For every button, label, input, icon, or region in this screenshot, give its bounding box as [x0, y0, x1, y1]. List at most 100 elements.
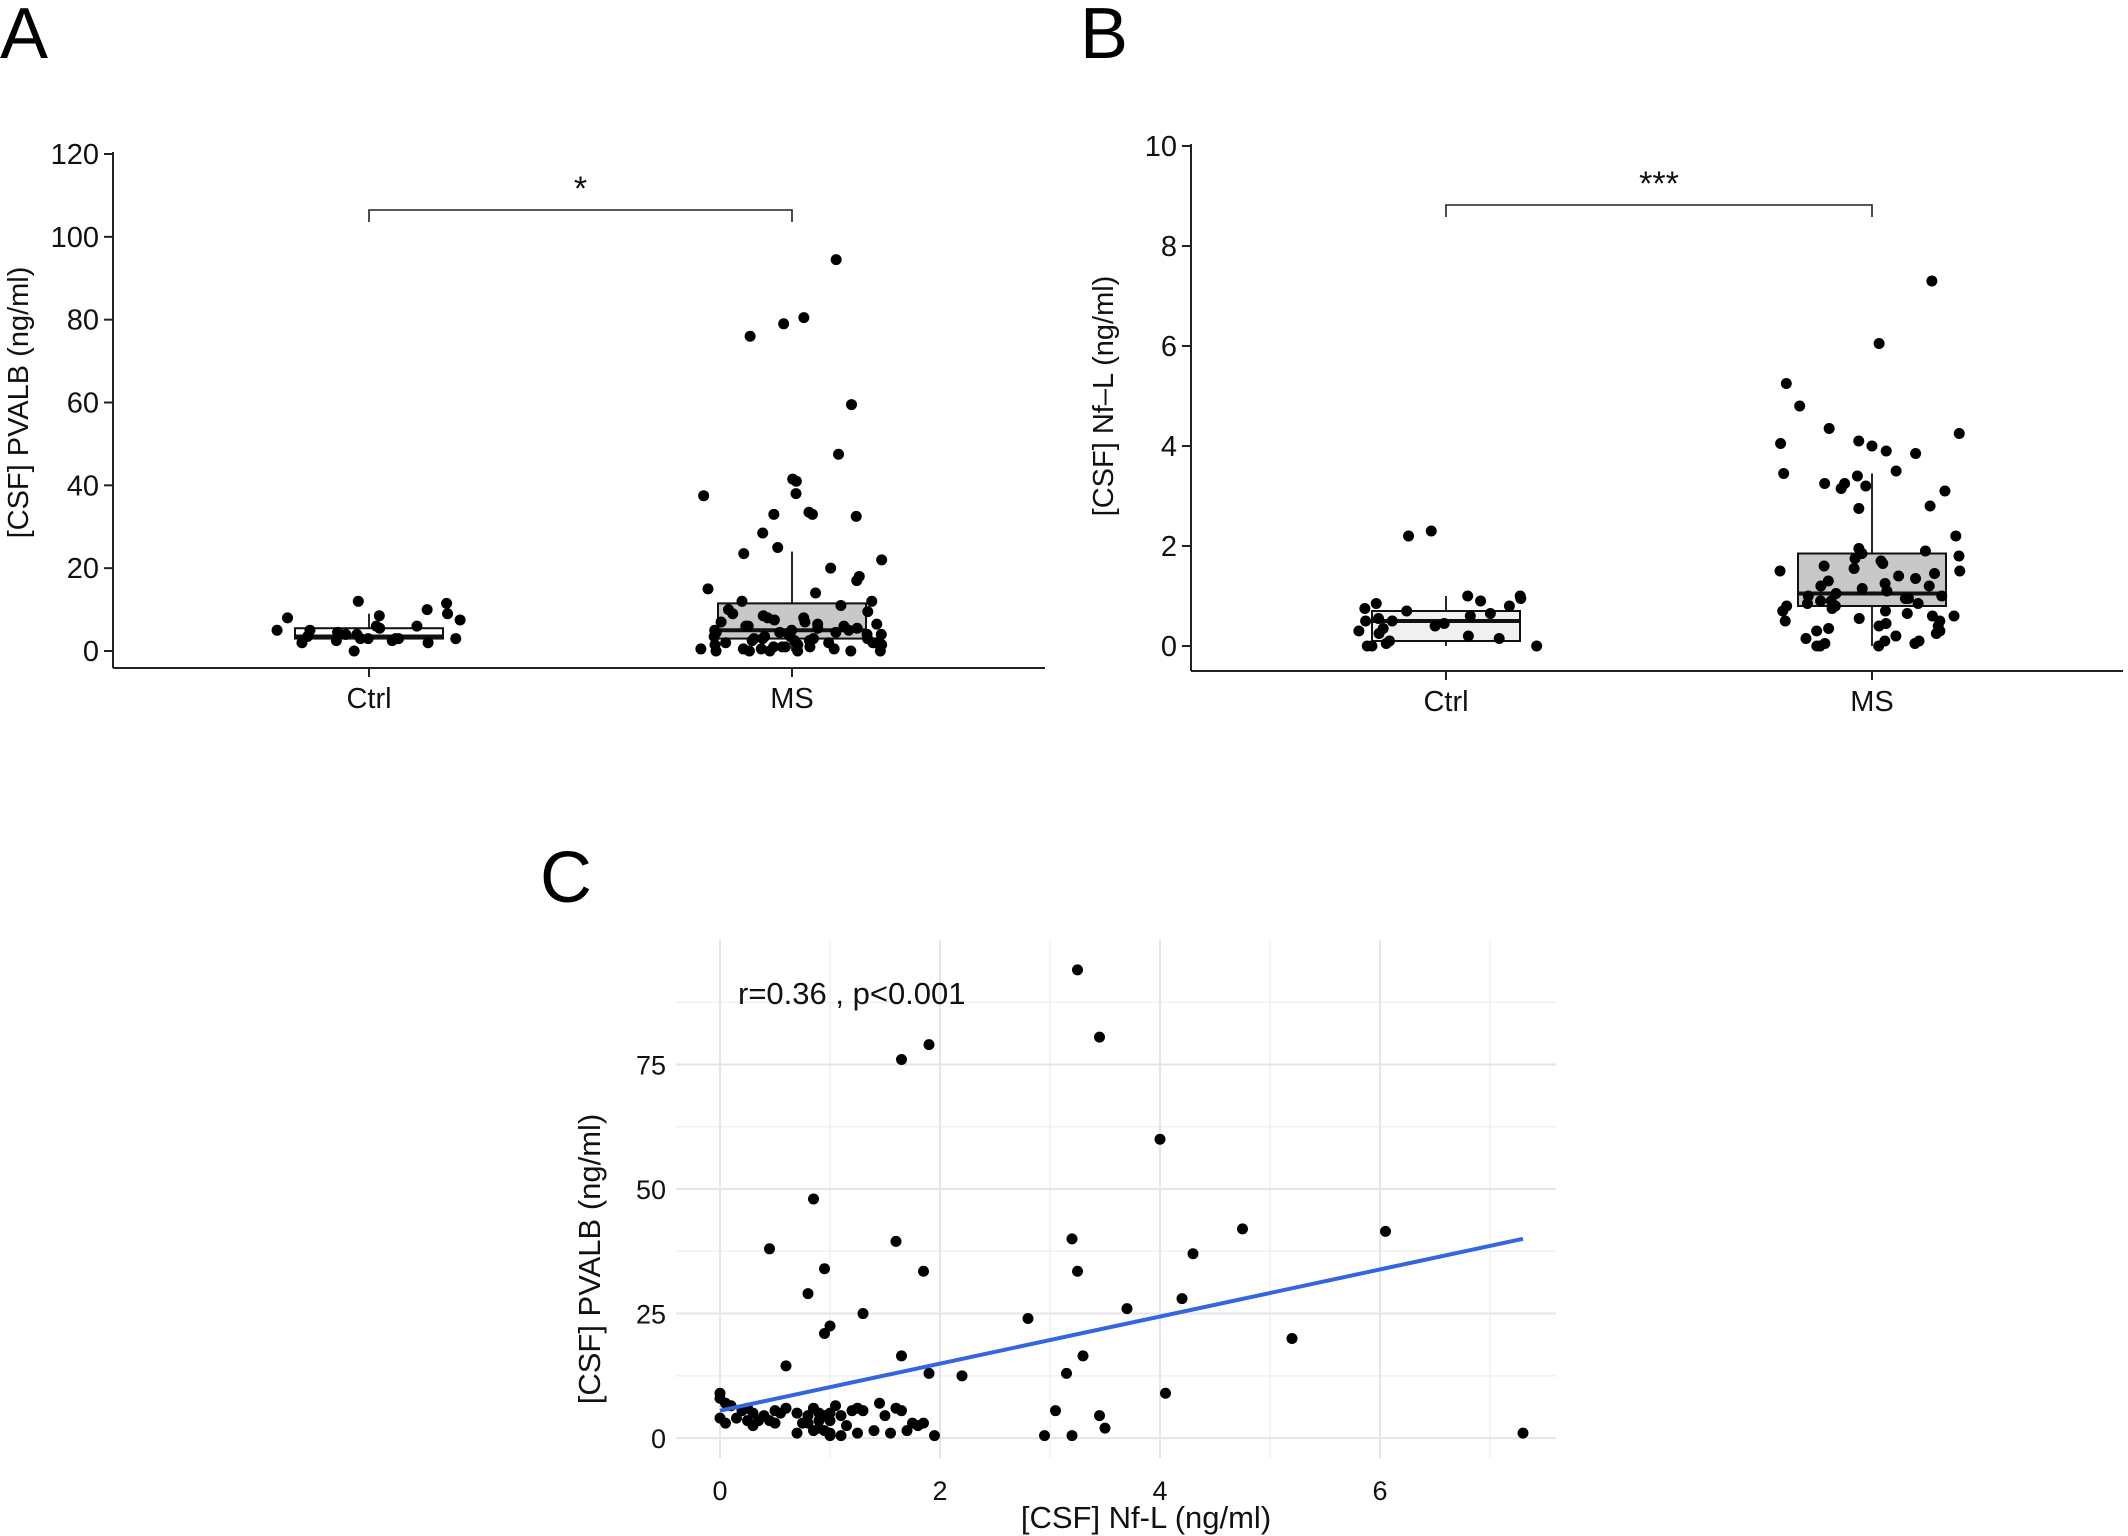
y-tick-label: 6 — [1161, 331, 1177, 363]
data-point — [1050, 1405, 1061, 1417]
data-point — [896, 1350, 907, 1362]
significance-bracket — [1445, 204, 1873, 217]
data-point — [1094, 1031, 1105, 1043]
data-point — [757, 633, 769, 645]
data-point — [1856, 583, 1868, 594]
data-point — [282, 612, 294, 624]
trend-line — [719, 1236, 1524, 1413]
data-point — [738, 548, 750, 560]
data-point — [923, 1039, 935, 1051]
data-point — [1815, 580, 1827, 592]
data-point — [755, 643, 767, 655]
data-point — [1484, 608, 1496, 619]
data-point — [1954, 565, 1966, 577]
y-axis-label: [CSF] Nf–L (ng/ml) — [1088, 276, 1120, 517]
data-point — [830, 626, 842, 638]
data-point — [1890, 465, 1902, 477]
data-point — [757, 527, 769, 539]
data-point — [841, 1420, 852, 1432]
data-point — [296, 637, 308, 649]
data-point — [1835, 483, 1847, 494]
data-point — [1360, 615, 1372, 627]
data-point — [1425, 525, 1437, 537]
data-point — [1873, 620, 1885, 632]
data-point — [1353, 625, 1365, 637]
data-point — [1819, 478, 1831, 489]
data-point — [362, 633, 374, 645]
data-point — [1919, 545, 1931, 557]
data-point — [929, 1430, 940, 1442]
data-point — [764, 645, 776, 657]
y-tick-label: 10 — [1145, 131, 1177, 163]
data-point — [792, 645, 804, 657]
data-point — [422, 637, 434, 649]
data-point — [1939, 485, 1951, 497]
data-point — [1438, 618, 1450, 629]
x-axis-label: [CSF] Nf-L (ng/ml) — [1021, 1500, 1271, 1535]
data-point — [791, 1427, 803, 1439]
data-point — [918, 1417, 929, 1429]
x-tick-label: 2 — [932, 1476, 947, 1506]
data-point — [874, 1397, 885, 1409]
data-point — [868, 1425, 880, 1437]
data-point — [370, 620, 382, 632]
data-point — [1893, 570, 1905, 582]
data-point — [846, 399, 858, 411]
data-point — [835, 1410, 847, 1422]
data-point — [804, 641, 816, 653]
data-point — [1370, 598, 1382, 609]
data-point — [791, 1407, 803, 1419]
y-tick-label: 120 — [51, 139, 99, 171]
data-point — [1948, 610, 1960, 622]
data-point — [1811, 640, 1823, 652]
data-point — [271, 624, 283, 636]
data-point — [450, 633, 462, 645]
data-point — [746, 635, 758, 647]
y-axis-label: [CSF] PVALB (ng/ml) — [3, 267, 35, 539]
data-point — [852, 1427, 863, 1439]
data-point — [1823, 423, 1835, 434]
y-axis-label: [CSF] PVALB (ng/ml) — [572, 1114, 607, 1405]
data-point — [1912, 598, 1924, 609]
data-point — [715, 616, 727, 628]
data-point — [708, 631, 720, 643]
significance-label: *** — [1639, 165, 1679, 203]
data-point — [812, 622, 824, 634]
x-tick-label: Ctrl — [1423, 686, 1468, 718]
data-point — [1901, 608, 1913, 619]
data-point — [351, 628, 363, 640]
data-point — [802, 1288, 814, 1300]
data-point — [1121, 1303, 1133, 1315]
data-point — [819, 1327, 830, 1339]
data-point — [1800, 633, 1812, 644]
data-point — [1775, 438, 1787, 449]
data-point — [1780, 378, 1792, 389]
data-point — [845, 645, 857, 657]
data-point — [790, 475, 802, 487]
data-point — [1909, 638, 1921, 649]
y-tick-label: 75 — [636, 1051, 666, 1081]
y-tick-label: 8 — [1161, 231, 1177, 263]
data-point — [1176, 1293, 1188, 1305]
data-point — [373, 610, 385, 622]
data-point — [780, 1360, 792, 1372]
data-point — [727, 608, 739, 620]
data-point — [901, 1425, 913, 1437]
data-point — [1372, 613, 1384, 624]
data-point — [828, 643, 840, 655]
data-point — [1515, 593, 1527, 604]
data-point — [1801, 598, 1813, 609]
data-point — [720, 637, 732, 649]
data-point — [843, 624, 855, 636]
data-point — [798, 312, 810, 324]
data-point — [862, 606, 874, 618]
y-tick-label: 40 — [67, 470, 99, 502]
data-point — [720, 1417, 731, 1429]
data-point — [1866, 440, 1878, 452]
x-tick-label: MS — [770, 683, 814, 715]
y-tick-label: 0 — [651, 1424, 666, 1454]
data-point — [1160, 1387, 1171, 1399]
x-tick-label: 4 — [1152, 1476, 1167, 1506]
data-point — [702, 583, 714, 595]
